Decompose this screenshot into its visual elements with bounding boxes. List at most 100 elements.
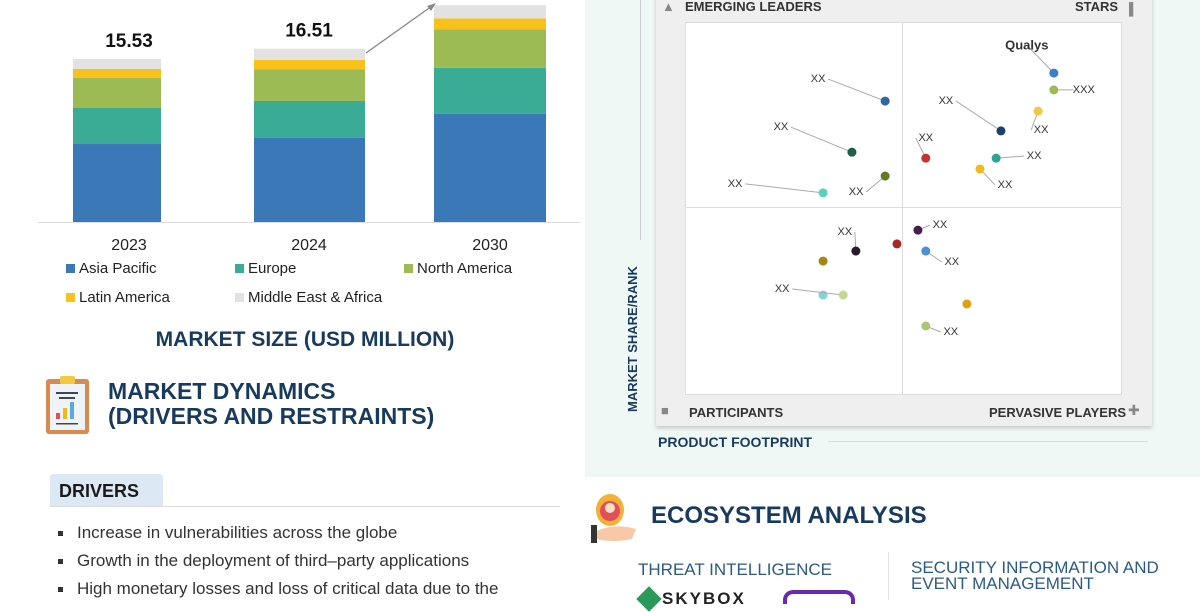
- quadrant-label-participants: PARTICIPANTS: [689, 405, 784, 420]
- company-point[interactable]: [962, 299, 972, 309]
- x-tick-label: 2024: [291, 237, 327, 254]
- clipboard-chart-icon: [46, 376, 89, 434]
- company-point[interactable]: [880, 96, 890, 106]
- leader-line: [955, 100, 1002, 132]
- point-label: XXX: [1072, 83, 1095, 96]
- company-point[interactable]: [1049, 85, 1059, 95]
- legend-swatch: [235, 293, 244, 302]
- growth-arrow-head: [427, 3, 436, 11]
- bar-signal-icon: ▌: [1129, 2, 1138, 16]
- legend-swatch: [404, 264, 413, 273]
- bar-segment: [73, 59, 161, 69]
- legend-label: Europe: [248, 260, 297, 277]
- company-point[interactable]: [975, 164, 985, 174]
- company-point[interactable]: [991, 153, 1001, 163]
- legend-label: Latin America: [79, 289, 170, 306]
- bar-segment: [434, 29, 546, 68]
- company-point[interactable]: [851, 246, 861, 256]
- company-point[interactable]: [921, 321, 931, 331]
- market-size-bar-chart: 2023 15.53 2024 16.51 2030: [38, 3, 580, 254]
- ecosystem-title: ECOSYSTEM ANALYSIS: [651, 502, 927, 529]
- quadrant-scatter: [745, 44, 1074, 333]
- leader-line: [996, 155, 1025, 159]
- bar-segment: [254, 48, 365, 60]
- legend-item: Asia Pacific: [66, 260, 157, 277]
- market-dynamics-title: MARKET DYNAMICS (DRIVERS AND RESTRAINTS): [108, 379, 434, 429]
- growth-arrow: [365, 5, 433, 54]
- point-label: XX: [997, 178, 1013, 191]
- company-point[interactable]: [818, 256, 828, 266]
- divider: [50, 506, 560, 507]
- quadrant-plot-area: [685, 22, 1122, 395]
- company-point[interactable]: [838, 290, 848, 300]
- drivers-tab[interactable]: DRIVERS: [50, 474, 163, 506]
- bar-segment: [73, 77, 161, 109]
- company-point[interactable]: [1049, 68, 1059, 78]
- point-label: XX: [944, 256, 960, 269]
- ecosystem-person-hand-icon: [591, 494, 636, 543]
- point-label: XX: [938, 94, 954, 107]
- point-label: XX: [943, 325, 959, 338]
- legend-item: Europe: [235, 260, 296, 277]
- skybox-logo: SKYBOX: [636, 586, 746, 612]
- column-divider: [888, 552, 889, 600]
- x-tick-label: 2023: [111, 237, 147, 254]
- bar-segment: [254, 59, 365, 70]
- company-point[interactable]: [921, 153, 931, 163]
- people-icon: ■: [661, 403, 669, 418]
- point-label: XX: [837, 226, 853, 239]
- legend-label: Asia Pacific: [79, 260, 157, 277]
- point-label: XX: [727, 177, 743, 190]
- point-label: Qualys: [1005, 37, 1049, 53]
- company-point[interactable]: [913, 225, 923, 235]
- leader-line: [792, 288, 844, 296]
- title-line-2: (DRIVERS AND RESTRAINTS): [108, 403, 435, 429]
- legend-label: Middle East & Africa: [248, 289, 383, 306]
- point-label: XX: [1026, 150, 1042, 163]
- quadrant-label-stars: STARS: [1075, 0, 1119, 14]
- company-point[interactable]: [818, 188, 828, 198]
- bar-segment: [434, 113, 546, 222]
- legend-item: North America: [404, 260, 512, 277]
- leader-line: [745, 183, 824, 194]
- point-label: XX: [810, 73, 826, 86]
- bar-segment: [254, 137, 365, 222]
- legend-swatch: [66, 264, 75, 273]
- company-point[interactable]: [921, 246, 931, 256]
- legend-item: Latin America: [66, 289, 170, 306]
- vertical-divider: [902, 23, 903, 394]
- leader-line: [790, 126, 853, 153]
- bar-segment: [434, 5, 546, 19]
- legend-swatch: [66, 293, 75, 302]
- point-label: XX: [774, 283, 790, 296]
- puzzle-icon: ✚: [1128, 402, 1140, 418]
- legend-item: Middle East & Africa: [235, 289, 382, 306]
- quadrant-label-emerging-leaders: EMERGING LEADERS: [685, 0, 822, 14]
- x-axis-arrow: [828, 441, 1148, 442]
- bar-segment: [434, 18, 546, 30]
- company-point[interactable]: [1033, 106, 1043, 116]
- quadrant-label-pervasive-players: PERVASIVE PLAYERS: [989, 405, 1127, 420]
- company-point[interactable]: [880, 171, 890, 181]
- company-point[interactable]: [996, 126, 1006, 136]
- point-label: XX: [848, 186, 864, 199]
- leader-line: [827, 78, 886, 102]
- bar-segment: [254, 69, 365, 101]
- bar-segment: [254, 100, 365, 138]
- emerging-leaders-icon: ▲: [662, 0, 675, 14]
- x-axis-label: PRODUCT FOOTPRINT: [658, 434, 812, 450]
- company-point[interactable]: [847, 147, 857, 157]
- legend-swatch: [235, 264, 244, 273]
- x-tick-label: 2030: [472, 237, 508, 254]
- company-point[interactable]: [892, 239, 902, 249]
- bar-total-label: 15.53: [105, 31, 153, 52]
- bar-segment: [434, 67, 546, 114]
- horizontal-divider: [686, 207, 1121, 208]
- threat-intelligence-heading: THREAT INTELLIGENCE: [638, 560, 832, 579]
- bar-segment: [73, 108, 161, 145]
- market-size-title: MARKET SIZE (USD MILLION): [155, 328, 455, 351]
- bar-segment: [73, 68, 161, 78]
- y-axis-arrow: [640, 0, 641, 240]
- point-label: XX: [773, 121, 789, 134]
- bar-total-label: 16.51: [285, 21, 333, 42]
